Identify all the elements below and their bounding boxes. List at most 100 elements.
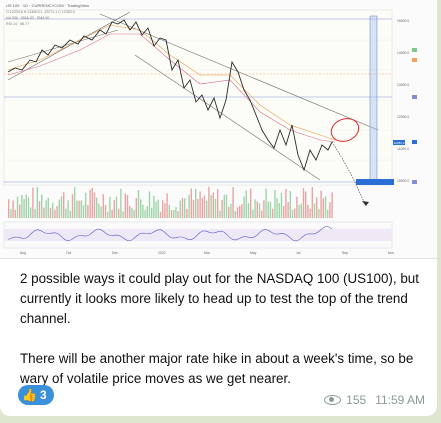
volume-bar <box>318 208 320 218</box>
volume-bar <box>71 194 74 218</box>
date-axis: Aug Oct Dec 2022 Mar May Jul Sep Nov <box>20 251 394 255</box>
eye-icon <box>324 395 342 405</box>
grid <box>4 39 392 161</box>
volume-bar <box>30 207 32 218</box>
volume-bar <box>201 197 203 218</box>
date-axis-label: May <box>250 251 257 255</box>
volume-bar <box>45 200 47 218</box>
volume-bar <box>247 203 250 218</box>
volume-bar <box>230 203 232 218</box>
volume-bar <box>67 200 69 218</box>
volume-bar <box>294 208 296 218</box>
volume-bar <box>181 197 184 218</box>
volume-bar <box>221 199 223 218</box>
volume-bar <box>47 197 49 218</box>
volume-bar <box>311 186 313 218</box>
volume-bar <box>91 187 93 218</box>
volume-bar <box>148 191 151 218</box>
volume-bar <box>12 200 14 218</box>
volume-bar <box>107 211 109 218</box>
volume-bar <box>49 208 52 218</box>
volume-bar <box>109 196 111 218</box>
volume-bar <box>225 194 228 218</box>
message-meta: 155 11:59 AM <box>324 393 425 407</box>
price-axis-label: 14000.0 <box>397 51 409 55</box>
volume-bar <box>287 202 289 218</box>
volume-bar <box>65 208 67 218</box>
volume-bar <box>278 203 280 218</box>
volume-bar <box>140 199 142 218</box>
volume-bar <box>245 190 247 218</box>
volume-bar <box>60 196 63 218</box>
volume-bar <box>151 207 153 218</box>
volume-bar <box>175 207 177 218</box>
volume-bar <box>69 210 71 218</box>
volume-bar <box>186 208 188 218</box>
volume-bar <box>324 196 327 218</box>
volume-bar <box>177 211 179 218</box>
volume-bar <box>210 195 212 218</box>
volume-bar <box>142 204 144 218</box>
volume-bar <box>232 187 234 218</box>
legend-row: US 100 · 1D · CURRENCYCOM · TradingView <box>6 3 90 8</box>
volume-bar <box>274 189 276 218</box>
volume-bar <box>23 199 25 218</box>
volume-bar <box>269 201 272 218</box>
volume-bar <box>252 209 254 218</box>
volume-bar <box>267 201 269 218</box>
volume-bar <box>144 210 146 218</box>
target-circle <box>330 118 360 142</box>
volume-bar <box>162 200 164 218</box>
volume-bar <box>76 200 78 218</box>
date-axis-label: Nov <box>388 251 394 255</box>
message-text: 2 possible ways it could play out for th… <box>20 269 424 409</box>
volume-bar <box>16 196 19 218</box>
date-axis-label: Dec <box>112 251 118 255</box>
volume-bar <box>41 194 43 218</box>
volume-bar <box>80 200 82 218</box>
volume-bar <box>236 207 239 218</box>
message-paragraph: 2 possible ways it could play out for th… <box>20 271 419 326</box>
reaction-count: 3 <box>39 388 47 402</box>
chart-screenshot[interactable]: 12353.0 15000.0 14000.0 13000.0 12000.0 1100… <box>0 0 437 259</box>
price-axis-label: 15000.0 <box>397 19 409 23</box>
volume-bar <box>217 189 219 218</box>
message-time: 11:59 AM <box>375 393 425 407</box>
volume-bar <box>298 204 300 218</box>
projection-arrow <box>362 201 369 206</box>
volume-bar <box>43 207 45 218</box>
volume-bar <box>261 210 263 218</box>
legend-row: O 12334.6 H 12490.0 L 12271.1 C 12353.0 <box>6 10 75 14</box>
volume-bar <box>188 194 190 218</box>
volume-bar <box>285 188 287 218</box>
volume-bar <box>243 196 245 218</box>
volume-bar <box>206 200 208 218</box>
volume-bar <box>265 188 267 218</box>
message-paragraph: There will be another major rate hike in… <box>20 351 414 386</box>
volume-bar <box>313 203 316 218</box>
volume-bar <box>124 193 126 218</box>
volume-bar <box>96 197 98 218</box>
volume-bar <box>10 208 12 218</box>
volume-bar <box>256 201 258 218</box>
volume-bar <box>54 209 56 218</box>
volume-bar <box>129 206 131 218</box>
volume-bar <box>300 203 302 218</box>
volume-bar <box>159 211 162 218</box>
message-bubble: 12353.0 15000.0 14000.0 13000.0 12000.0 1100… <box>0 0 437 416</box>
level-lines <box>4 18 392 183</box>
volume-bar <box>56 205 58 218</box>
reaction-button[interactable]: 👍 3 <box>18 385 54 405</box>
volume-bar <box>58 199 60 218</box>
volume-bar <box>87 204 89 218</box>
volume-bar <box>78 200 80 218</box>
price-axis-label: 11000.0 <box>397 147 409 151</box>
ma-line-2 <box>7 33 336 143</box>
ma-line-1 <box>7 24 336 141</box>
volume-bar <box>283 206 285 218</box>
volume-bar <box>254 199 256 218</box>
legend-row: RSI 14 · 56.77 <box>6 22 30 26</box>
date-axis-label: 2022 <box>158 251 166 255</box>
volume-bar <box>241 204 243 218</box>
volume-bar <box>184 198 186 218</box>
